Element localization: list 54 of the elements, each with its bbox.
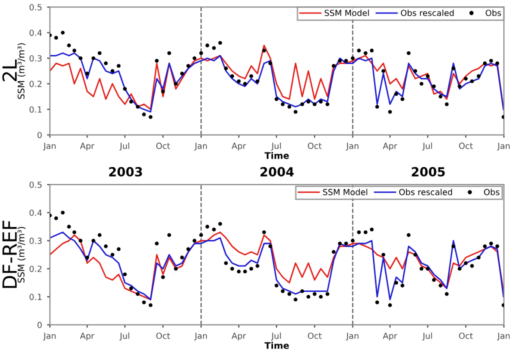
x-tick-label: Jul bbox=[119, 332, 130, 340]
x-tick-label: Jan bbox=[346, 332, 358, 340]
y-tick-label: 0.1 bbox=[30, 106, 42, 113]
x-tick-label: Jan bbox=[194, 332, 207, 340]
x-tick-label: Apr bbox=[382, 142, 398, 151]
legend-label: Obs rescaled bbox=[399, 188, 452, 196]
x-tick-label: Jan bbox=[497, 142, 510, 151]
y-tick-label: 0.3 bbox=[30, 55, 42, 62]
y-tick-label: 0.2 bbox=[30, 266, 42, 272]
x-tick-label: Oct bbox=[308, 142, 322, 149]
legend-label: Obs rescaled bbox=[400, 10, 454, 16]
legend-label: SSM Model bbox=[324, 10, 369, 16]
x-tick-label: Oct bbox=[156, 142, 170, 149]
y-axis-title: SSM (m³/m³) bbox=[18, 43, 26, 99]
x-axis-title: Time bbox=[264, 342, 289, 349]
x-tick-label: Jan bbox=[346, 142, 358, 151]
x-tick-label: Jul bbox=[271, 332, 281, 340]
x-tick-label: Jul bbox=[422, 332, 432, 340]
x-tick-label: Apr bbox=[232, 332, 246, 341]
x-tick-label: Apr bbox=[80, 332, 94, 341]
y-tick-label: 0.2 bbox=[30, 80, 42, 88]
x-tick-label: Apr bbox=[232, 142, 246, 151]
x-tick-label: Jan bbox=[497, 332, 510, 340]
y-tick-label: 0 bbox=[38, 132, 42, 138]
x-tick-label: Jan bbox=[43, 332, 56, 340]
x-tick-label: Oct bbox=[459, 142, 473, 149]
text: 2004 bbox=[260, 167, 294, 177]
y-tick-label: 0.5 bbox=[30, 182, 42, 188]
x-tick-label: Jan bbox=[194, 142, 207, 151]
x-tick-label: Jan bbox=[43, 142, 56, 151]
y-tick-label: 0 bbox=[38, 322, 42, 328]
x-tick-label: Oct bbox=[308, 332, 322, 339]
y-tick-label: 0.5 bbox=[30, 4, 42, 10]
y-tick-label: 0.1 bbox=[30, 294, 42, 300]
y-axis-title: SSM (m³/m³) bbox=[18, 226, 26, 283]
y-tick-label: 0.4 bbox=[30, 30, 42, 36]
legend-label: SSM Model bbox=[323, 188, 368, 196]
x-tick-label: Jul bbox=[119, 142, 130, 151]
legend-label: Obs bbox=[486, 10, 502, 16]
line-series bbox=[50, 232, 504, 300]
x-tick-label: Oct bbox=[459, 332, 473, 339]
x-tick-label: Apr bbox=[382, 332, 398, 341]
x-tick-label: Oct bbox=[156, 332, 170, 339]
text: 2005 bbox=[412, 167, 445, 177]
legend-label: Obs bbox=[484, 188, 500, 196]
x-tick-label: Apr bbox=[80, 142, 94, 151]
x-tick-label: Jul bbox=[422, 142, 432, 151]
text: DF-REF bbox=[2, 220, 17, 288]
x-axis-title: Time bbox=[264, 152, 289, 159]
x-tick-label: Jul bbox=[271, 142, 281, 151]
text: 2L bbox=[2, 60, 17, 82]
text: 2003 bbox=[109, 167, 142, 177]
y-tick-label: 0.4 bbox=[30, 210, 42, 216]
y-tick-label: 0.3 bbox=[30, 238, 42, 244]
